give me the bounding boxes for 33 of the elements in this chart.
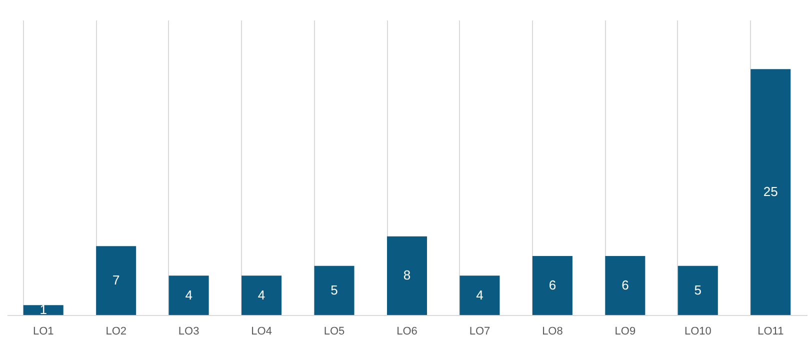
x-tick-label: LO7 [469, 326, 490, 338]
data-label: 25 [763, 184, 778, 200]
bar [242, 276, 282, 315]
bar [387, 236, 427, 315]
data-label: 5 [330, 282, 338, 298]
bar [460, 276, 500, 315]
data-label: 4 [476, 287, 484, 302]
bar [314, 266, 354, 315]
data-label: 4 [185, 287, 192, 302]
x-tick-label: LO5 [324, 326, 345, 338]
bar [168, 276, 209, 315]
x-tick-label: LO3 [178, 326, 200, 338]
x-tick-label: LO2 [106, 326, 126, 338]
x-tick-label: LO8 [542, 326, 563, 338]
bar [605, 256, 646, 315]
data-label: 8 [403, 268, 411, 283]
x-tick-label: LO4 [251, 326, 272, 338]
x-tick-label: LO1 [32, 326, 54, 338]
data-label: 4 [258, 287, 266, 302]
data-label: 6 [622, 278, 629, 292]
data-label: 1 [40, 302, 47, 318]
x-tick-label: LO9 [614, 326, 636, 338]
bar [678, 266, 718, 315]
bar [750, 69, 791, 315]
bar [532, 256, 572, 315]
data-label: 6 [548, 278, 556, 292]
bar [96, 246, 136, 315]
x-tick-label: LO10 [684, 326, 712, 338]
x-tick-label: LO11 [758, 326, 784, 338]
data-label: 5 [694, 282, 702, 298]
data-label: 7 [112, 272, 120, 288]
x-tick-label: LO6 [396, 326, 418, 338]
bar [23, 305, 64, 315]
